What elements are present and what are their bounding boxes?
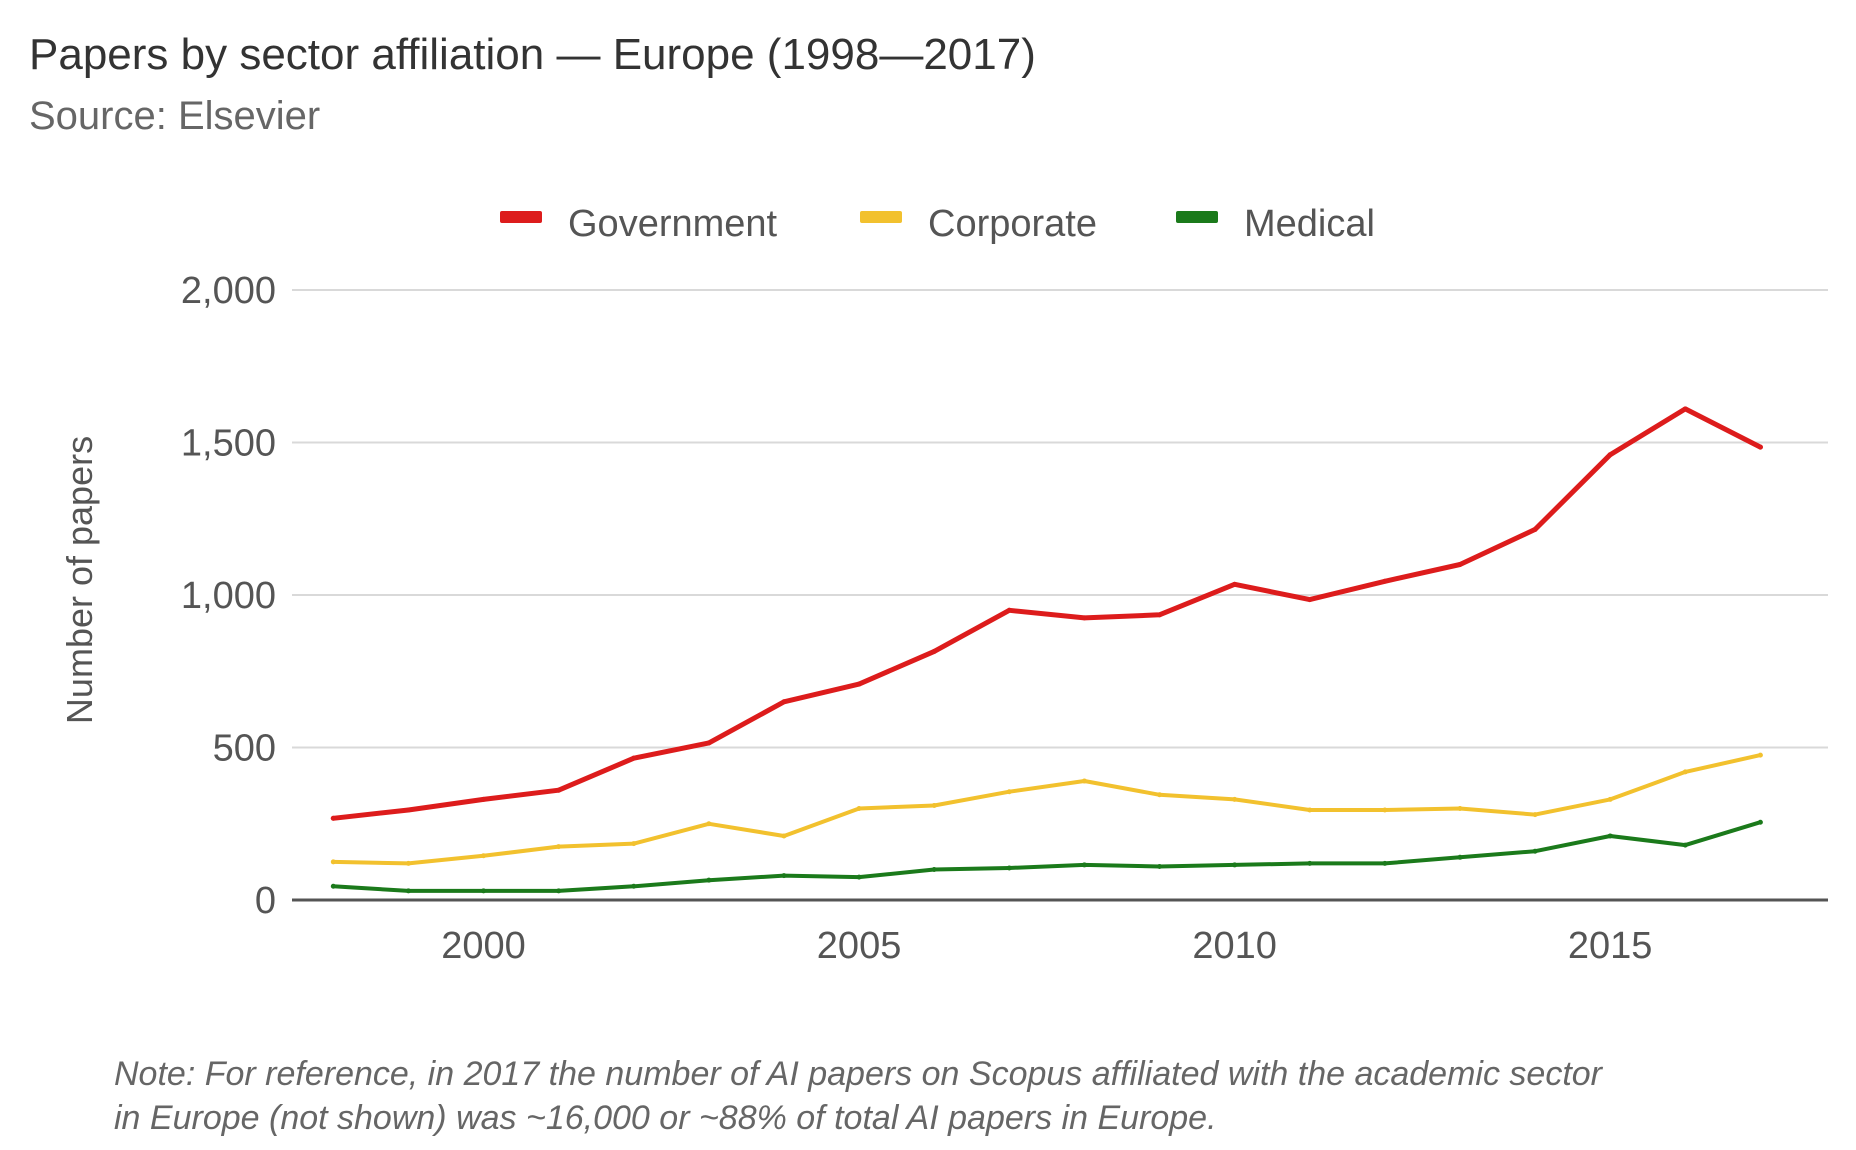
data-point-medical-2011 [1307, 860, 1313, 866]
footnote-line-2: in Europe (not shown) was ~16,000 or ~88… [114, 1099, 1217, 1137]
data-point-medical-2014 [1532, 848, 1538, 854]
data-point-corporate-2017 [1757, 752, 1763, 758]
x-tick-labels: 2000 2005 2010 2015 [441, 925, 1652, 967]
data-point-medical-2013 [1457, 854, 1463, 860]
data-point-medical-2003 [706, 877, 712, 883]
data-point-government-1999 [405, 807, 411, 813]
data-point-medical-1999 [405, 888, 411, 894]
data-point-corporate-2004 [781, 833, 787, 839]
chart-subtitle: Source: Elsevier [29, 94, 321, 138]
legend-swatch-corporate [860, 211, 902, 223]
footnote: Note: For reference, in 2017 the number … [114, 1052, 1814, 1140]
data-point-corporate-2011 [1307, 807, 1313, 813]
data-point-corporate-1998 [330, 859, 336, 865]
data-point-medical-1998 [330, 883, 336, 889]
data-point-medical-2007 [1006, 865, 1012, 871]
data-point-medical-2002 [631, 883, 637, 889]
x-tick-label-2005: 2005 [817, 925, 902, 967]
data-point-government-2004 [781, 699, 787, 705]
data-point-government-2014 [1532, 526, 1538, 532]
data-point-corporate-2002 [631, 841, 637, 847]
data-point-government-2016 [1682, 406, 1688, 412]
data-point-government-2000 [481, 796, 487, 802]
data-point-corporate-2000 [481, 853, 487, 859]
legend-swatch-government [500, 211, 542, 223]
data-point-corporate-2006 [931, 802, 937, 808]
gridlines [292, 289, 1828, 902]
legend-swatch-medical [1176, 211, 1218, 223]
data-point-government-2002 [631, 755, 637, 761]
data-point-government-2006 [931, 648, 937, 654]
data-point-government-2015 [1607, 452, 1613, 458]
data-point-government-2008 [1081, 615, 1087, 621]
data-point-medical-2017 [1757, 819, 1763, 825]
data-point-medical-2010 [1232, 862, 1238, 868]
y-axis-label: Number of papers [59, 436, 100, 724]
data-point-corporate-1999 [405, 860, 411, 866]
y-tick-label-500: 500 [213, 728, 276, 770]
x-tick-label-2000: 2000 [441, 925, 526, 967]
data-point-corporate-2014 [1532, 812, 1538, 818]
data-point-corporate-2010 [1232, 796, 1238, 802]
y-tick-label-2000: 2,000 [181, 270, 276, 312]
series-lines [330, 406, 1763, 894]
data-point-corporate-2016 [1682, 769, 1688, 775]
data-point-corporate-2008 [1081, 778, 1087, 784]
data-point-government-2011 [1307, 597, 1313, 603]
data-point-medical-2005 [856, 874, 862, 880]
x-tick-label-2015: 2015 [1568, 925, 1653, 967]
series-line-medical [331, 820, 1763, 893]
series-line-government [330, 406, 1763, 821]
data-point-corporate-2012 [1382, 807, 1388, 813]
data-point-corporate-2015 [1607, 796, 1613, 802]
data-point-medical-2012 [1382, 860, 1388, 866]
y-tick-label-1000: 1,000 [181, 575, 276, 617]
data-point-government-2005 [856, 681, 862, 687]
data-point-government-1998 [330, 815, 336, 821]
data-point-medical-2016 [1682, 842, 1688, 848]
legend-label-medical: Medical [1244, 203, 1375, 245]
data-point-government-2017 [1757, 444, 1763, 450]
data-point-medical-2001 [556, 888, 562, 894]
data-point-medical-2004 [781, 873, 787, 879]
data-point-government-2013 [1457, 562, 1463, 567]
data-point-medical-2008 [1081, 862, 1087, 868]
data-point-government-2012 [1382, 578, 1388, 584]
data-point-corporate-2003 [706, 821, 712, 827]
data-point-government-2010 [1232, 581, 1238, 587]
data-point-corporate-2009 [1157, 792, 1163, 798]
chart-title: Papers by sector affiliation — Europe (1… [29, 30, 1036, 79]
data-point-government-2007 [1006, 607, 1012, 613]
data-point-government-2001 [556, 787, 562, 793]
data-point-corporate-2007 [1006, 789, 1012, 795]
data-point-corporate-2005 [856, 806, 862, 811]
y-tick-label-0: 0 [255, 880, 276, 922]
data-point-medical-2009 [1157, 863, 1163, 869]
data-point-government-2003 [706, 740, 712, 746]
y-tick-label-1500: 1,500 [181, 423, 276, 465]
legend-label-corporate: Corporate [928, 203, 1097, 245]
footnote-line-1: Note: For reference, in 2017 the number … [114, 1055, 1602, 1093]
y-tick-labels: 0 500 1,000 1,500 2,000 [181, 270, 276, 922]
data-point-medical-2000 [481, 888, 487, 894]
data-point-medical-2006 [931, 867, 937, 872]
data-point-medical-2015 [1607, 833, 1613, 839]
x-tick-label-2010: 2010 [1192, 925, 1277, 967]
legend: Government Corporate Medical [500, 203, 1375, 245]
series-line-corporate [331, 753, 1763, 866]
legend-label-government: Government [568, 203, 778, 245]
data-point-corporate-2013 [1457, 806, 1463, 811]
data-point-government-2009 [1157, 612, 1163, 618]
data-point-corporate-2001 [556, 844, 562, 850]
